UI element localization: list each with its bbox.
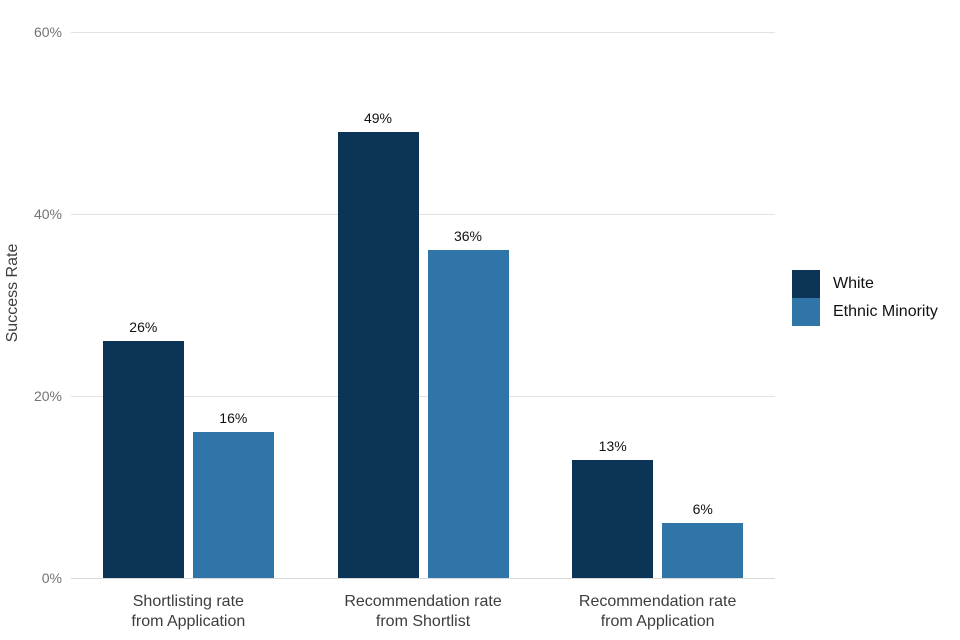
x-category-label-2: Recommendation rate from Application: [578, 593, 737, 630]
bar-value-label: 49%: [363, 110, 393, 127]
legend-label: White: [833, 275, 874, 292]
legend-swatch-ethnic-minority: [792, 298, 820, 326]
y-tick-label-60: 60%: [33, 24, 62, 40]
legend-swatch-white: [792, 270, 820, 298]
bar-ethnic-minority-1: [427, 250, 509, 578]
legend-label: Ethnic Minority: [833, 303, 938, 320]
x-category-label-0: Shortlisting rate from Application: [131, 593, 246, 630]
bar-value-label: 36%: [453, 228, 483, 245]
bar-white-1: [337, 132, 419, 578]
bar-value-label: 6%: [692, 501, 713, 518]
y-axis-title: Success Rate: [4, 243, 21, 343]
bar-value-label: 16%: [219, 410, 248, 427]
x-category-label-1: Recommendation rate from Shortlist: [344, 593, 502, 630]
gridline-0: [71, 578, 775, 579]
bar-white-0: [102, 341, 184, 578]
legend-item-white: White: [792, 270, 938, 298]
y-tick-label-0: 0%: [41, 570, 62, 586]
bar-ethnic-minority-0: [192, 432, 274, 578]
gridline-60: [71, 32, 775, 33]
bar-value-label: 13%: [598, 437, 627, 454]
bar-white-2: [572, 459, 654, 578]
gridline-40: [71, 214, 775, 215]
bar-ethnic-minority-2: [662, 523, 744, 578]
legend: White Ethnic Minority: [792, 270, 938, 326]
y-tick-label-20: 20%: [33, 388, 62, 404]
y-tick-label-40: 40%: [33, 206, 62, 222]
gridline-20: [71, 396, 775, 397]
legend-item-ethnic-minority: Ethnic Minority: [792, 298, 938, 326]
bar-value-label: 26%: [129, 319, 158, 336]
